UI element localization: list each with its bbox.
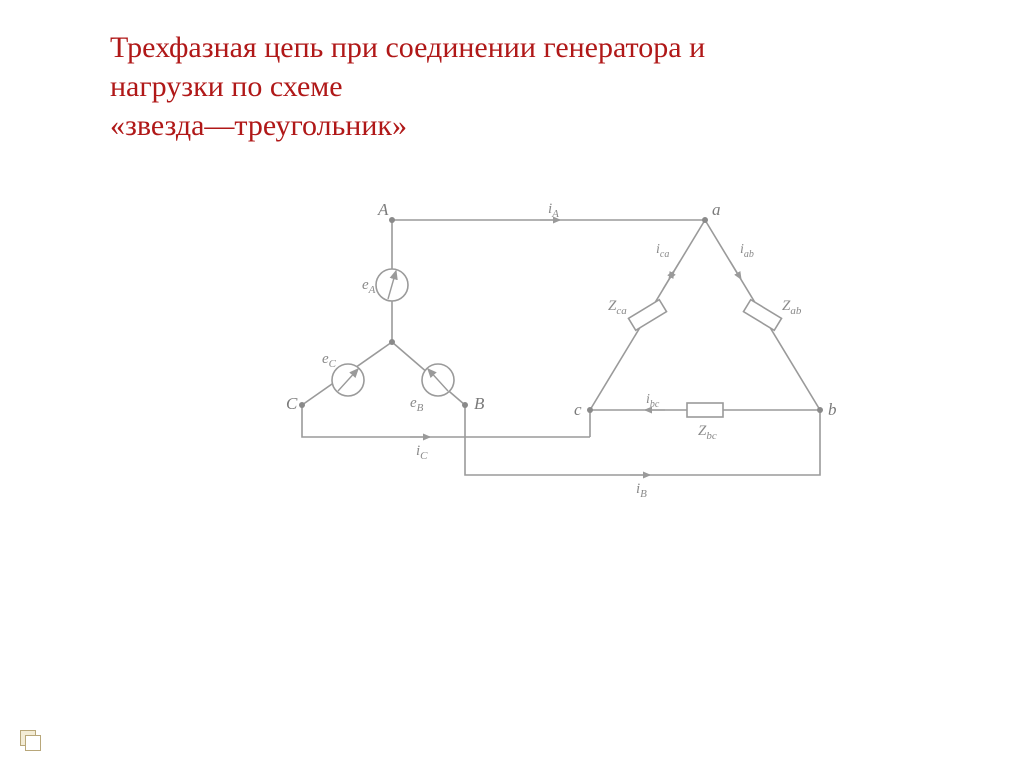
circuit-diagram: A B C a b c eA eB eC Zab Zca Zbc iA iB i… (260, 175, 880, 525)
source-eA (376, 269, 408, 301)
title-line-1: Трехфазная цепь при соединении генератор… (110, 31, 705, 64)
label-iC: iC (416, 443, 428, 462)
label-Zab: Zab (782, 298, 802, 317)
nodes (299, 217, 823, 413)
impedance-zbc (687, 403, 723, 417)
label-iA: iA (548, 201, 559, 220)
impedance-zab (743, 300, 781, 331)
label-eB: eB (410, 395, 424, 414)
label-node-a: a (712, 200, 721, 219)
label-node-A: A (377, 200, 389, 219)
slide-corner-icon (20, 730, 40, 750)
label-node-c: c (574, 400, 582, 419)
label-eA: eA (362, 277, 376, 296)
label-node-C: C (286, 394, 298, 413)
title-line-3: «звезда—треугольник» (110, 109, 407, 142)
title-line-2: нагрузки по схеме (110, 70, 343, 103)
arrow-ica-fix (663, 271, 674, 289)
label-node-b: b (828, 400, 837, 419)
circuit-svg: A B C a b c eA eB eC Zab Zca Zbc iA iB i… (260, 175, 880, 525)
label-ibc: ibc (646, 392, 660, 410)
label-node-B: B (474, 394, 485, 413)
label-eC: eC (322, 351, 337, 370)
label-iB: iB (636, 481, 647, 500)
source-eC (332, 364, 364, 396)
label-iab: iab (740, 242, 754, 260)
label-Zca: Zca (608, 298, 627, 317)
label-Zbc: Zbc (698, 423, 717, 442)
impedance-zca (628, 300, 666, 331)
source-eB (422, 364, 454, 396)
label-ica: ica (656, 242, 669, 260)
slide-title: Трехфазная цепь при соединении генератор… (110, 28, 944, 145)
